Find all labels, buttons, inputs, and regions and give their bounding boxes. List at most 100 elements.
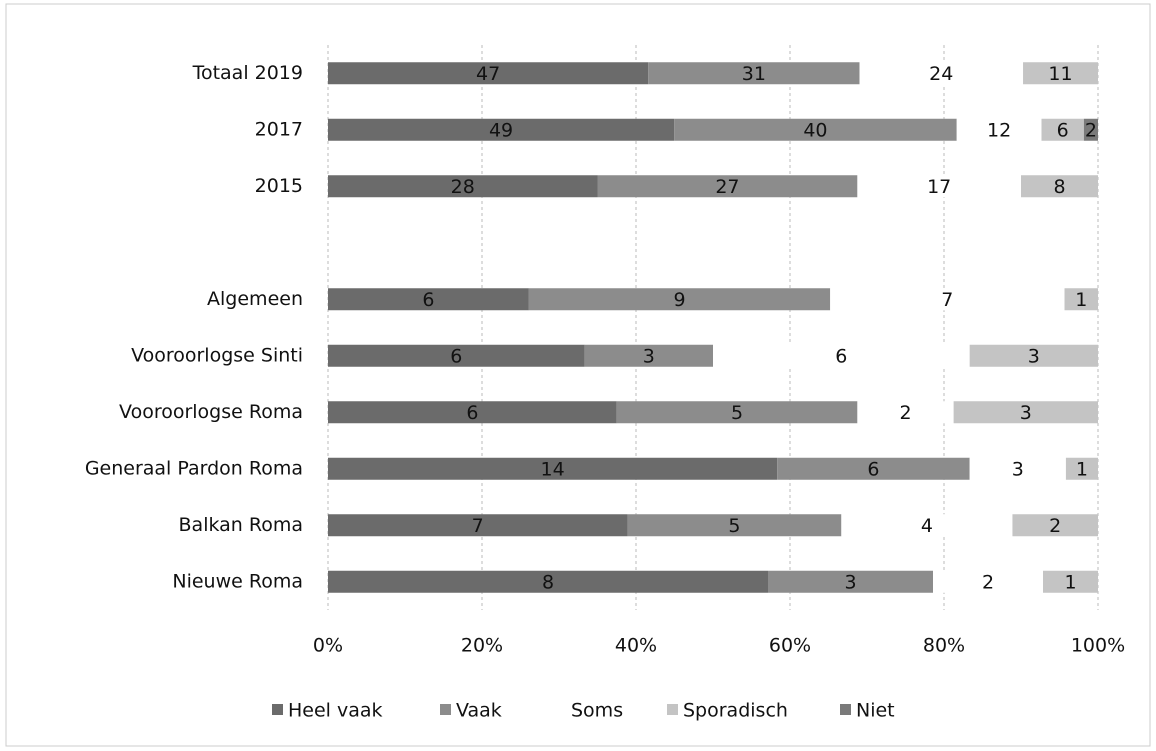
bar-segment (933, 570, 1043, 593)
data-label: 5 (731, 402, 743, 424)
x-tick-label: 80% (923, 635, 965, 657)
data-label: 14 (540, 458, 564, 480)
legend-label: Niet (856, 700, 895, 722)
data-label: 9 (673, 289, 685, 311)
data-label: 6 (867, 458, 879, 480)
x-tick-label: 0% (313, 635, 343, 657)
data-label: 2 (899, 402, 911, 424)
bar-segment (328, 457, 778, 480)
bar-segment (969, 344, 1098, 367)
data-label: 17 (927, 176, 951, 198)
data-label: 1 (1064, 571, 1076, 593)
bar-segment (674, 118, 957, 141)
data-label: 49 (489, 119, 513, 141)
bar-segment (1064, 288, 1098, 311)
bar-segment (328, 288, 529, 311)
data-label: 12 (987, 119, 1011, 141)
bar-segment (328, 570, 768, 593)
bar-segment (328, 514, 628, 537)
bar-segment (1043, 570, 1098, 593)
bar-segment (584, 344, 713, 367)
data-label: 5 (728, 515, 740, 537)
y-tick-label: Vooroorlogse Roma (119, 401, 303, 423)
legend-label: Soms (571, 700, 623, 722)
bar-segment (1012, 514, 1098, 537)
x-tick-label: 100% (1071, 635, 1125, 657)
bar-segment (953, 401, 1098, 424)
bar-segment (328, 344, 585, 367)
data-label: 11 (1048, 63, 1072, 85)
bar-segment (597, 175, 858, 198)
bar-segment (328, 401, 617, 424)
x-tick-label: 60% (769, 635, 811, 657)
bar-segment (328, 175, 598, 198)
data-label: 3 (1028, 345, 1040, 367)
x-tick-label: 20% (461, 635, 503, 657)
legend-swatch (555, 704, 566, 715)
data-label: 28 (451, 176, 475, 198)
bar-segment (616, 401, 858, 424)
y-tick-label: Balkan Roma (179, 514, 303, 536)
legend-label: Sporadisch (683, 700, 788, 722)
legend-swatch (667, 704, 678, 715)
legend-swatch (272, 704, 283, 715)
bar-segment (648, 62, 860, 85)
bar-segment (1065, 457, 1098, 480)
bar-segment (768, 570, 933, 593)
data-label: 2 (982, 571, 994, 593)
data-label: 1 (1075, 289, 1087, 311)
bar-segment (956, 118, 1042, 141)
y-tick-label: Generaal Pardon Roma (85, 457, 303, 479)
data-label: 6 (466, 402, 478, 424)
y-tick-label: Algemeen (207, 288, 303, 310)
data-label: 1 (1076, 458, 1088, 480)
bar-segment (713, 344, 970, 367)
data-label: 2 (1085, 119, 1097, 141)
bar-segment (859, 62, 1024, 85)
legend-label: Heel vaak (288, 700, 383, 722)
bar-segment (1041, 118, 1084, 141)
data-label: 6 (835, 345, 847, 367)
bar-segment (328, 62, 649, 85)
bar-segment (830, 288, 1065, 311)
data-label: 8 (1053, 176, 1065, 198)
bar-segment (857, 175, 1021, 198)
bar-segment (777, 457, 970, 480)
bar-segment (969, 457, 1066, 480)
chart-frame (5, 3, 1151, 747)
data-label: 40 (803, 119, 827, 141)
legend-swatch (840, 704, 851, 715)
y-tick-label: Totaal 2019 (192, 62, 303, 84)
bar-segment (1023, 62, 1098, 85)
legend-label: Vaak (456, 700, 502, 722)
bar-segment (1083, 118, 1098, 141)
bar-segment (841, 514, 1013, 537)
data-label: 24 (929, 63, 953, 85)
data-label: 3 (643, 345, 655, 367)
data-label: 31 (742, 63, 766, 85)
data-label: 6 (422, 289, 434, 311)
data-label: 2 (1049, 515, 1061, 537)
data-label: 3 (1020, 402, 1032, 424)
data-label: 7 (472, 515, 484, 537)
data-label: 47 (476, 63, 500, 85)
data-label: 4 (921, 515, 933, 537)
bar-segment (857, 401, 954, 424)
data-label: 6 (450, 345, 462, 367)
data-label: 27 (715, 176, 739, 198)
bar-segment (1021, 175, 1098, 198)
y-tick-label: 2015 (255, 175, 303, 197)
data-label: 3 (1012, 458, 1024, 480)
data-label: 8 (542, 571, 554, 593)
y-tick-label: Vooroorlogse Sinti (131, 344, 303, 366)
bar-segment (627, 514, 842, 537)
bar-segment (528, 288, 831, 311)
x-tick-label: 40% (615, 635, 657, 657)
y-tick-label: Nieuwe Roma (172, 570, 303, 592)
data-label: 6 (1057, 119, 1069, 141)
data-label: 7 (941, 289, 953, 311)
data-label: 3 (844, 571, 856, 593)
bar-segment (328, 118, 675, 141)
legend-swatch (440, 704, 451, 715)
